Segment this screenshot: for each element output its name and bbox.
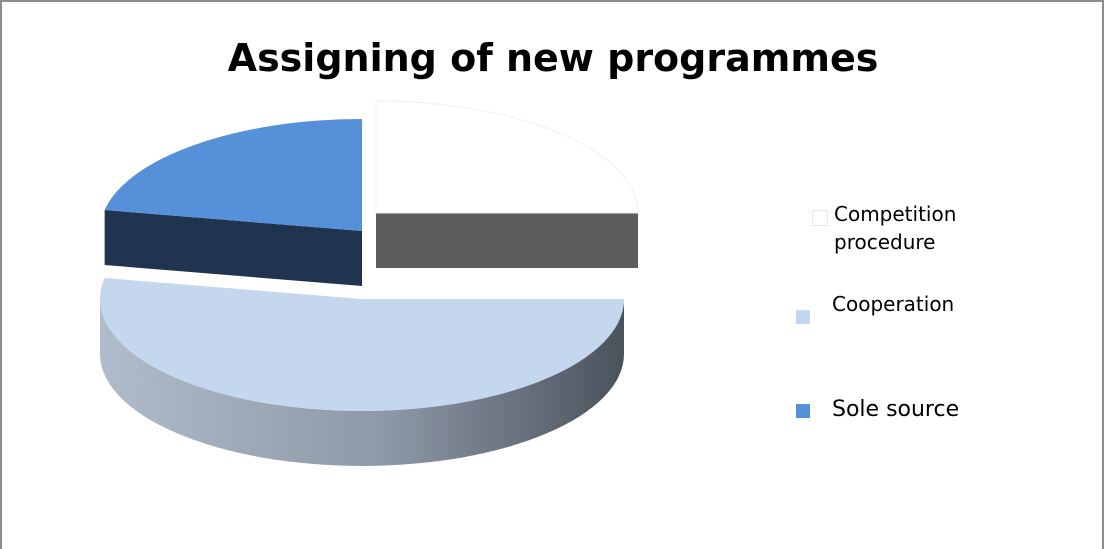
legend-label: Cooperation [832,292,955,316]
pie-slice-competition-procedure-side [376,213,638,268]
legend-label-line2: procedure [834,230,936,254]
legend-label: Sole source [832,397,960,422]
legend-swatch [796,404,810,418]
pie-slice-sole-source [104,119,362,231]
pie-slice-sole-source-side [104,210,362,286]
legend-swatch [796,310,810,324]
chart-title: Assigning of new programmes [227,36,879,80]
legend-swatch [812,210,828,226]
pie-slice-cooperation [99,278,624,412]
legend-text: Competition procedure [834,200,956,256]
legend-item-competition: Competition procedure [812,200,956,256]
legend-item-sole-source: Sole source [796,396,959,424]
legend-item-cooperation: Cooperation [796,290,954,324]
pie-slice-cooperation-wall [100,299,624,466]
legend-label-line1: Competition [834,202,957,226]
pie-slice-competition-procedure [375,100,639,214]
